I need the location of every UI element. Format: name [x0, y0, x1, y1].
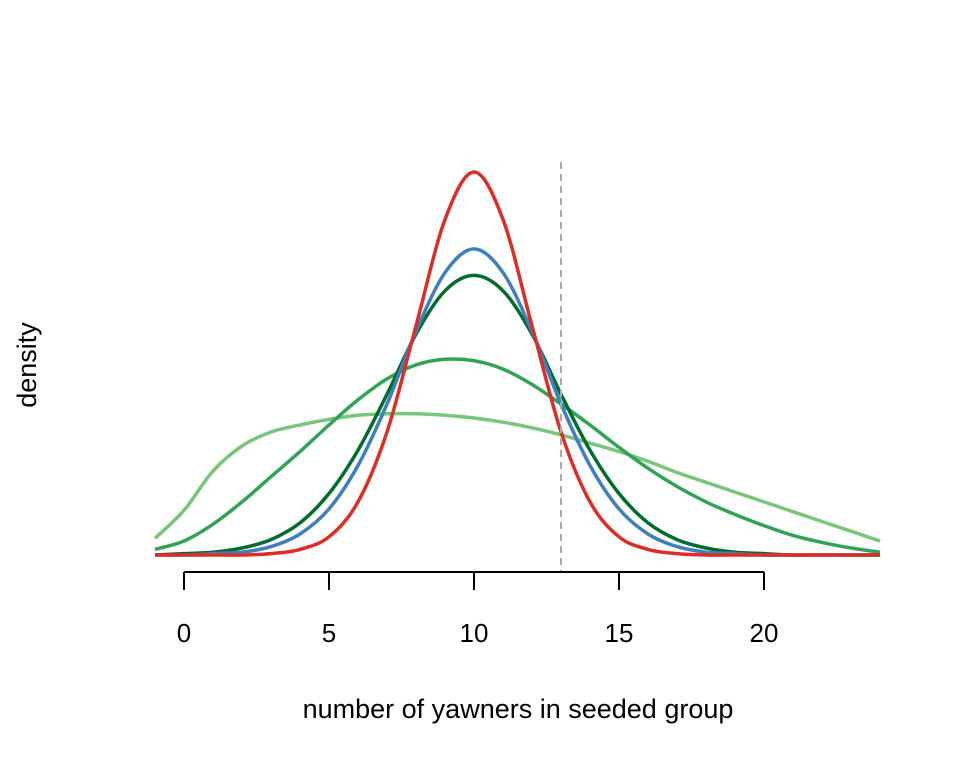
density-curve-5 — [155, 170, 880, 557]
x-axis: 0 5 10 15 20 — [177, 571, 779, 648]
x-tick-label-0: 0 — [177, 618, 191, 648]
y-axis-title: density — [12, 322, 42, 408]
density-curves — [153, 170, 881, 557]
x-axis-title: number of yawners in seeded group — [303, 694, 734, 724]
density-curve-3 — [154, 273, 880, 557]
x-tick-label-20: 20 — [750, 618, 779, 648]
density-curve-1 — [153, 411, 881, 543]
x-tick-label-10: 10 — [460, 618, 489, 648]
density-curve-4 — [154, 247, 880, 557]
density-curve-2 — [154, 357, 881, 554]
x-tick-label-15: 15 — [605, 618, 634, 648]
x-tick-label-5: 5 — [322, 618, 336, 648]
